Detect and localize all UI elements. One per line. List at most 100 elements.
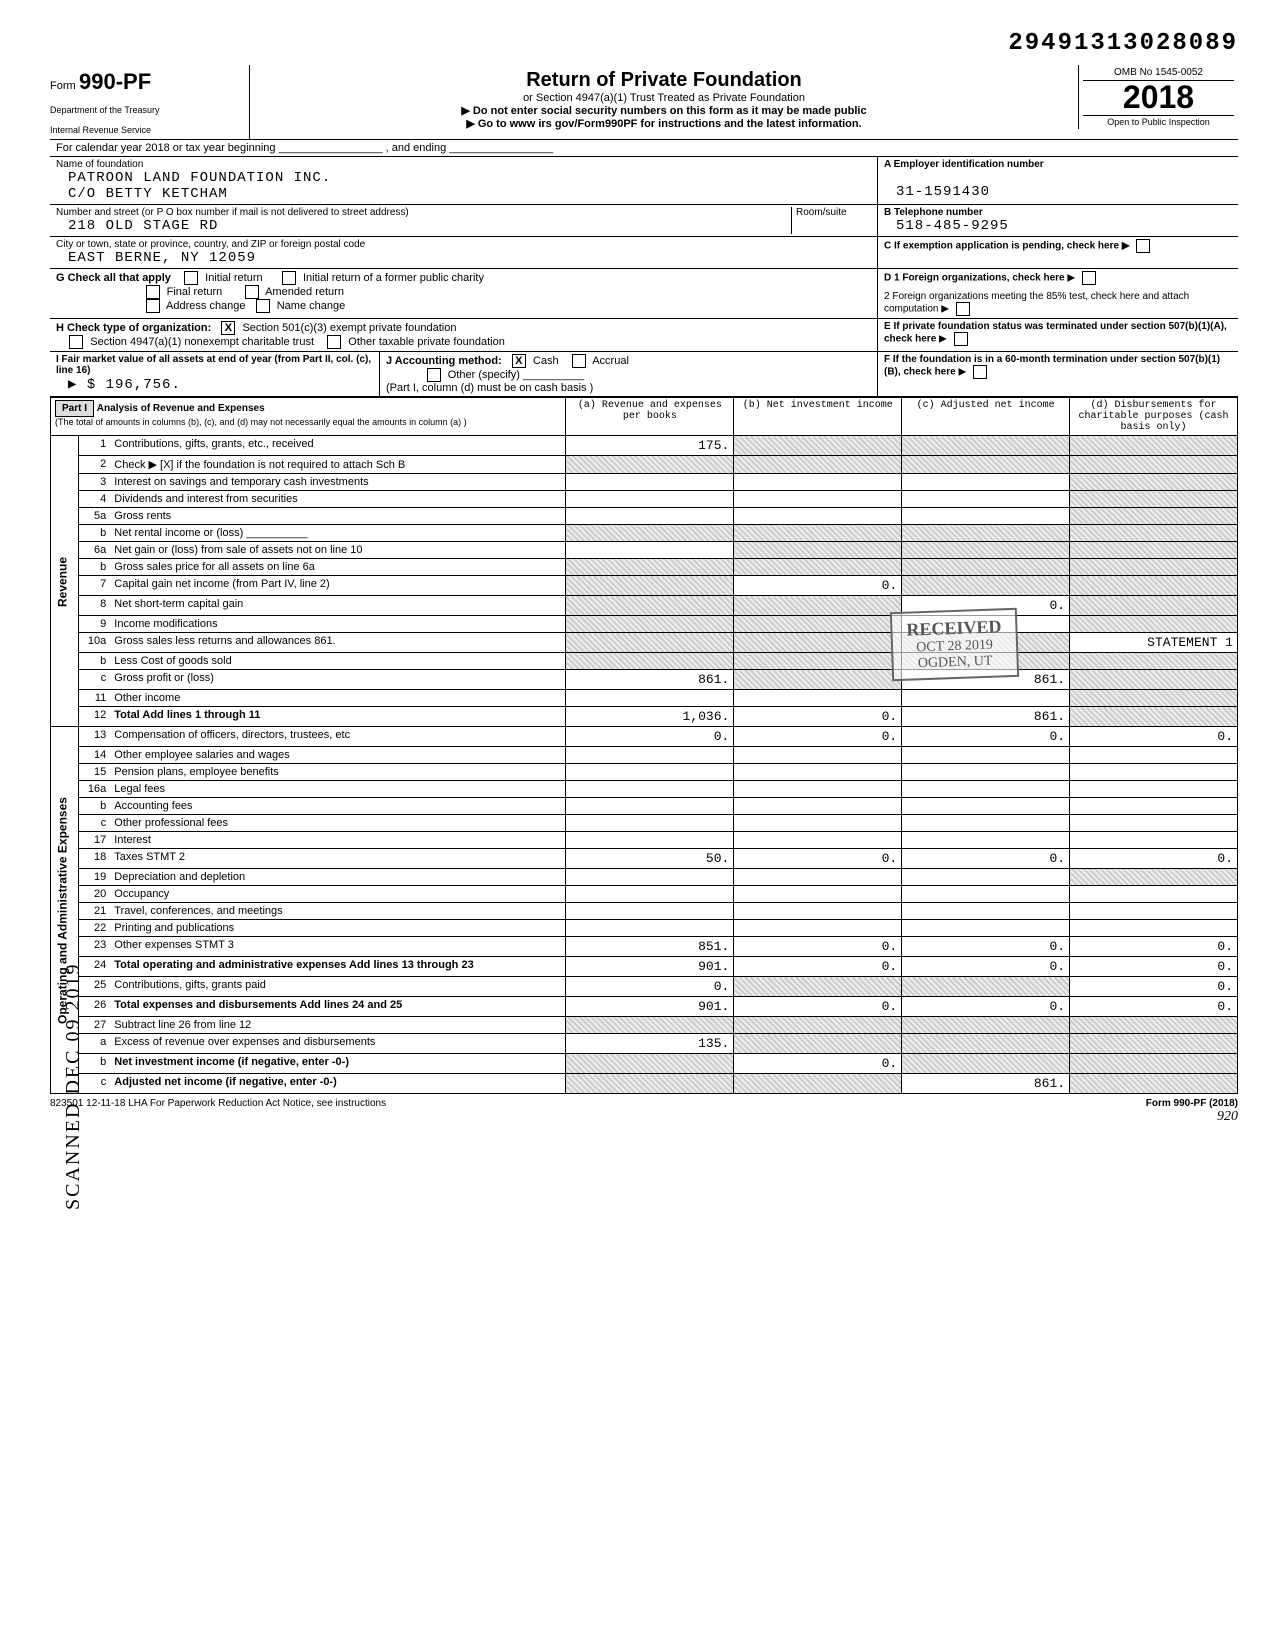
amount-cell-c — [902, 474, 1070, 491]
h-section: H Check type of organization: X Section … — [50, 319, 878, 351]
amount-cell-d — [1070, 798, 1238, 815]
amount-cell-c — [902, 747, 1070, 764]
h-cb-501c3[interactable]: X — [221, 321, 235, 335]
d2-checkbox[interactable] — [956, 302, 970, 316]
subtitle-3: ▶ Go to www irs gov/Form990PF for instru… — [258, 117, 1070, 130]
room-label: Room/suite — [796, 207, 871, 218]
line-label: Other expenses STMT 3 — [110, 937, 566, 957]
line-label: Compensation of officers, directors, tru… — [110, 727, 566, 747]
form-id-box: Form 990-PF Department of the Treasury I… — [50, 65, 250, 139]
amount-cell-b — [734, 977, 902, 997]
addr-label: Number and street (or P O box number if … — [56, 207, 791, 218]
line-label: Gross profit or (loss) — [110, 670, 566, 690]
h-opt-1: Section 501(c)(3) exempt private foundat… — [242, 322, 456, 334]
g-cb-name[interactable] — [256, 299, 270, 313]
part1-label: Part I — [55, 400, 94, 417]
amount-cell-a: 1,036. — [566, 707, 734, 727]
line-label: Taxes STMT 2 — [110, 849, 566, 869]
amount-cell-a — [566, 559, 734, 576]
h-cb-4947[interactable] — [69, 335, 83, 349]
table-row: Operating and Administrative Expenses13C… — [51, 727, 1238, 747]
amount-cell-b — [734, 764, 902, 781]
title: Return of Private Foundation — [258, 69, 1070, 92]
amount-cell-b — [734, 1034, 902, 1054]
table-row: 6aNet gain or (loss) from sale of assets… — [51, 542, 1238, 559]
amount-cell-c: 0. — [902, 849, 1070, 869]
amount-cell-a — [566, 633, 734, 653]
form-number: 990-PF — [79, 69, 151, 94]
amount-cell-a — [566, 798, 734, 815]
amount-cell-c — [902, 542, 1070, 559]
j-cb-other[interactable] — [427, 368, 441, 382]
amount-cell-a — [566, 869, 734, 886]
amount-cell-a: 901. — [566, 957, 734, 977]
phone-label: B Telephone number — [884, 207, 1232, 218]
h-cb-other[interactable] — [327, 335, 341, 349]
amount-cell-b — [734, 653, 902, 670]
table-row: 15Pension plans, employee benefits — [51, 764, 1238, 781]
foundation-name-2: C/O BETTY KETCHAM — [56, 186, 871, 202]
line-label: Interest — [110, 832, 566, 849]
amount-cell-c — [902, 508, 1070, 525]
line-number: c — [78, 670, 110, 690]
dept-treasury: Department of the Treasury — [50, 105, 243, 115]
amount-cell-a: 50. — [566, 849, 734, 869]
table-row: 16aLegal fees — [51, 781, 1238, 798]
header: Form 990-PF Department of the Treasury I… — [50, 65, 1238, 140]
line-number: 14 — [78, 747, 110, 764]
line-label: Travel, conferences, and meetings — [110, 903, 566, 920]
j-cb-cash[interactable]: X — [512, 354, 526, 368]
g-cb-initial-former[interactable] — [282, 271, 296, 285]
amount-cell-c: 0. — [902, 727, 1070, 747]
line-number: 12 — [78, 707, 110, 727]
line-number: b — [78, 653, 110, 670]
table-row: aExcess of revenue over expenses and dis… — [51, 1034, 1238, 1054]
amount-cell-a — [566, 508, 734, 525]
table-row: 14Other employee salaries and wages — [51, 747, 1238, 764]
amount-cell-b — [734, 616, 902, 633]
line-number: 7 — [78, 576, 110, 596]
line-number: 21 — [78, 903, 110, 920]
amount-cell-b — [734, 832, 902, 849]
amount-cell-c — [902, 815, 1070, 832]
part1-desc: (The total of amounts in columns (b), (c… — [55, 417, 467, 427]
line-label: Less Cost of goods sold — [110, 653, 566, 670]
line-number: c — [78, 815, 110, 832]
line-number: 23 — [78, 937, 110, 957]
amount-cell-c — [902, 456, 1070, 474]
line-number: 18 — [78, 849, 110, 869]
part1-table: Part I Analysis of Revenue and Expenses … — [50, 397, 1238, 1094]
line-number: 17 — [78, 832, 110, 849]
line-label: Contributions, gifts, grants, etc., rece… — [110, 436, 566, 456]
amount-cell-b — [734, 525, 902, 542]
amount-cell-c — [902, 781, 1070, 798]
calendar-year-line: For calendar year 2018 or tax year begin… — [50, 140, 1238, 157]
line-label: Legal fees — [110, 781, 566, 798]
amount-cell-b: 0. — [734, 727, 902, 747]
amount-cell-d: 0. — [1070, 957, 1238, 977]
g-cb-initial[interactable] — [184, 271, 198, 285]
e-checkbox[interactable] — [954, 332, 968, 346]
line-number: 8 — [78, 596, 110, 616]
table-row: 24Total operating and administrative exp… — [51, 957, 1238, 977]
amount-cell-a — [566, 1074, 734, 1094]
d2-label: 2 Foreign organizations meeting the 85% … — [884, 291, 1189, 315]
amount-cell-a — [566, 596, 734, 616]
public-inspection: Open to Public Inspection — [1083, 115, 1234, 127]
g-cb-amended[interactable] — [245, 285, 259, 299]
amount-cell-a: 861. — [566, 670, 734, 690]
j-cb-accrual[interactable] — [572, 354, 586, 368]
g-cb-final[interactable] — [146, 285, 160, 299]
f-checkbox[interactable] — [973, 365, 987, 379]
table-row: 12Total Add lines 1 through 111,036.0.86… — [51, 707, 1238, 727]
g-cb-address[interactable] — [146, 299, 160, 313]
i-section: I Fair market value of all assets at end… — [50, 352, 380, 396]
line-number: b — [78, 798, 110, 815]
amount-cell-c: 0. — [902, 997, 1070, 1017]
d1-checkbox[interactable] — [1082, 271, 1096, 285]
line-number: 5a — [78, 508, 110, 525]
table-row: Revenue1Contributions, gifts, grants, et… — [51, 436, 1238, 456]
amount-cell-a — [566, 764, 734, 781]
c-checkbox[interactable] — [1136, 239, 1150, 253]
col-d-header: (d) Disbursements for charitable purpose… — [1070, 398, 1238, 436]
